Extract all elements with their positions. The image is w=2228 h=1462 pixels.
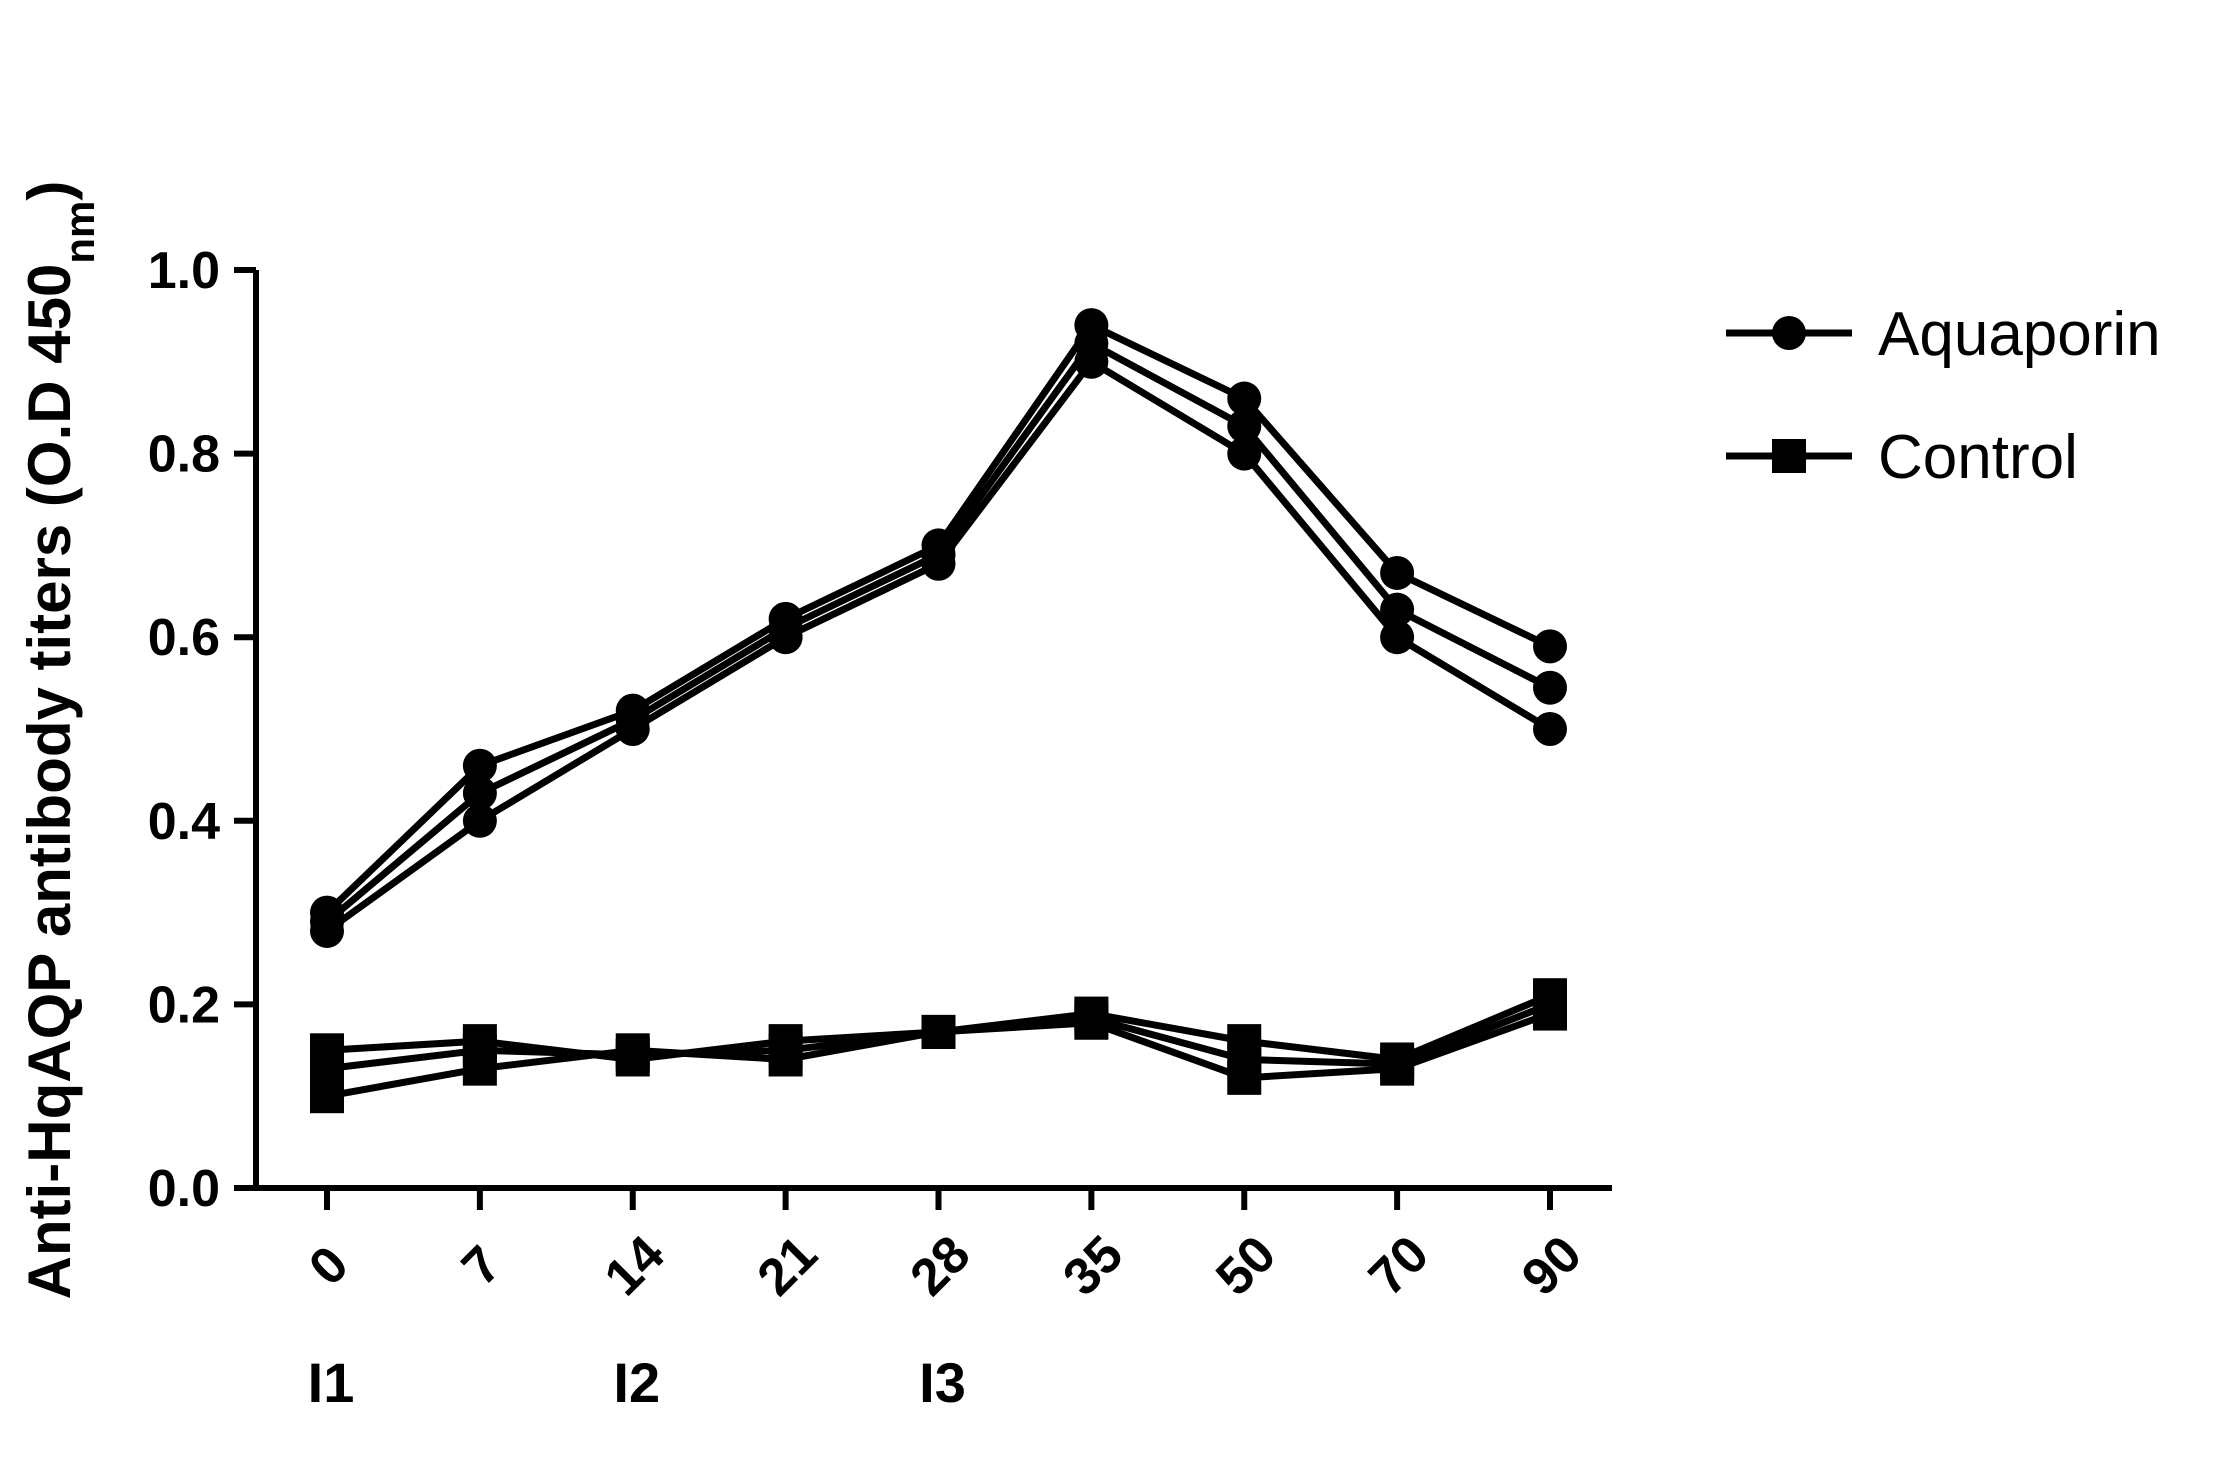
- annotation-label: I2: [613, 1351, 660, 1414]
- legend-marker-circle: [1772, 316, 1806, 350]
- axes: 0.0 0.2 0.4 0.6 0.8 1.0 0 7 14 21 28 35 50 70 90 I1 I2 I3…: [16, 181, 1612, 1414]
- data-point-aquaporin: [1533, 629, 1567, 664]
- legend-item-aquaporin: Aquaporin: [1726, 300, 2161, 369]
- legend-item-control: Control: [1726, 423, 2078, 492]
- y-tick-label: 0.4: [148, 793, 220, 851]
- y-axis-title-suffix: ): [16, 181, 83, 201]
- y-tick-label: 0.6: [148, 609, 220, 667]
- series-line-aquaporin: [324, 358, 1552, 934]
- x-tick-label: 50: [1205, 1225, 1287, 1307]
- data-point-aquaporin: [310, 913, 344, 948]
- data-point-control: [1380, 1051, 1415, 1086]
- y-tick-label: 0.0: [148, 1160, 220, 1218]
- x-tick-label: 21: [747, 1225, 829, 1307]
- data-point-aquaporin: [462, 748, 497, 783]
- annotation-label: I3: [919, 1351, 966, 1414]
- data-point-aquaporin: [1227, 381, 1262, 416]
- data-point-aquaporin: [1227, 436, 1262, 471]
- data-point-aquaporin: [921, 546, 956, 581]
- legend: Aquaporin Control: [1726, 300, 2161, 492]
- data-point-aquaporin: [615, 712, 650, 746]
- data-point-aquaporin: [1380, 592, 1415, 627]
- data-point-aquaporin: [462, 776, 497, 811]
- y-axis-title-main: Anti-HqAQP antibody titers (O.D 450: [16, 264, 83, 1300]
- x-tick-label: 7: [451, 1235, 512, 1296]
- x-tick-label: 28: [900, 1225, 982, 1307]
- data-point-control: [768, 1042, 803, 1077]
- data-point-control: [921, 1014, 956, 1049]
- data-point-aquaporin: [1227, 409, 1262, 444]
- series-line-aquaporin: [324, 339, 1552, 925]
- annotation-label: I1: [308, 1351, 355, 1414]
- data-point-control: [310, 1079, 344, 1114]
- data-point-control: [1227, 1060, 1262, 1095]
- y-tick-label: 1.0: [148, 242, 220, 300]
- data-point-aquaporin: [1533, 712, 1567, 746]
- legend-label: Control: [1878, 423, 2078, 492]
- data-point-aquaporin: [462, 803, 497, 838]
- data-point-aquaporin: [1533, 670, 1567, 705]
- y-axis-title-subscript: nm: [56, 201, 103, 264]
- data-point-control: [1074, 1005, 1109, 1040]
- legend-label: Aquaporin: [1878, 300, 2161, 369]
- series-control-replicate-3: [310, 996, 1567, 1114]
- x-tick-label: 14: [594, 1225, 676, 1307]
- data-point-aquaporin: [768, 620, 803, 655]
- y-tick-label: 0.8: [148, 426, 220, 484]
- x-tick-label: 70: [1358, 1225, 1440, 1307]
- series-aquaporin-replicate-2: [310, 326, 1567, 939]
- data-point-control: [1533, 996, 1567, 1031]
- x-tick-label: 0: [298, 1235, 359, 1296]
- data-point-aquaporin: [1074, 344, 1109, 379]
- data-point-aquaporin: [1380, 555, 1415, 590]
- legend-marker-square: [1772, 439, 1806, 473]
- data-point-control: [615, 1033, 650, 1068]
- series-line-aquaporin: [324, 321, 1552, 916]
- x-tick-label: 90: [1511, 1225, 1593, 1307]
- series-aquaporin-replicate-3: [310, 344, 1567, 948]
- data-point-aquaporin: [1380, 620, 1415, 655]
- data-point-control: [462, 1051, 497, 1086]
- series-layer: [310, 308, 1567, 1114]
- x-tick-label: 35: [1052, 1225, 1134, 1307]
- y-axis-title: Anti-HqAQP antibody titers (O.D 450nm): [16, 181, 103, 1300]
- y-tick-label: 0.2: [148, 976, 220, 1034]
